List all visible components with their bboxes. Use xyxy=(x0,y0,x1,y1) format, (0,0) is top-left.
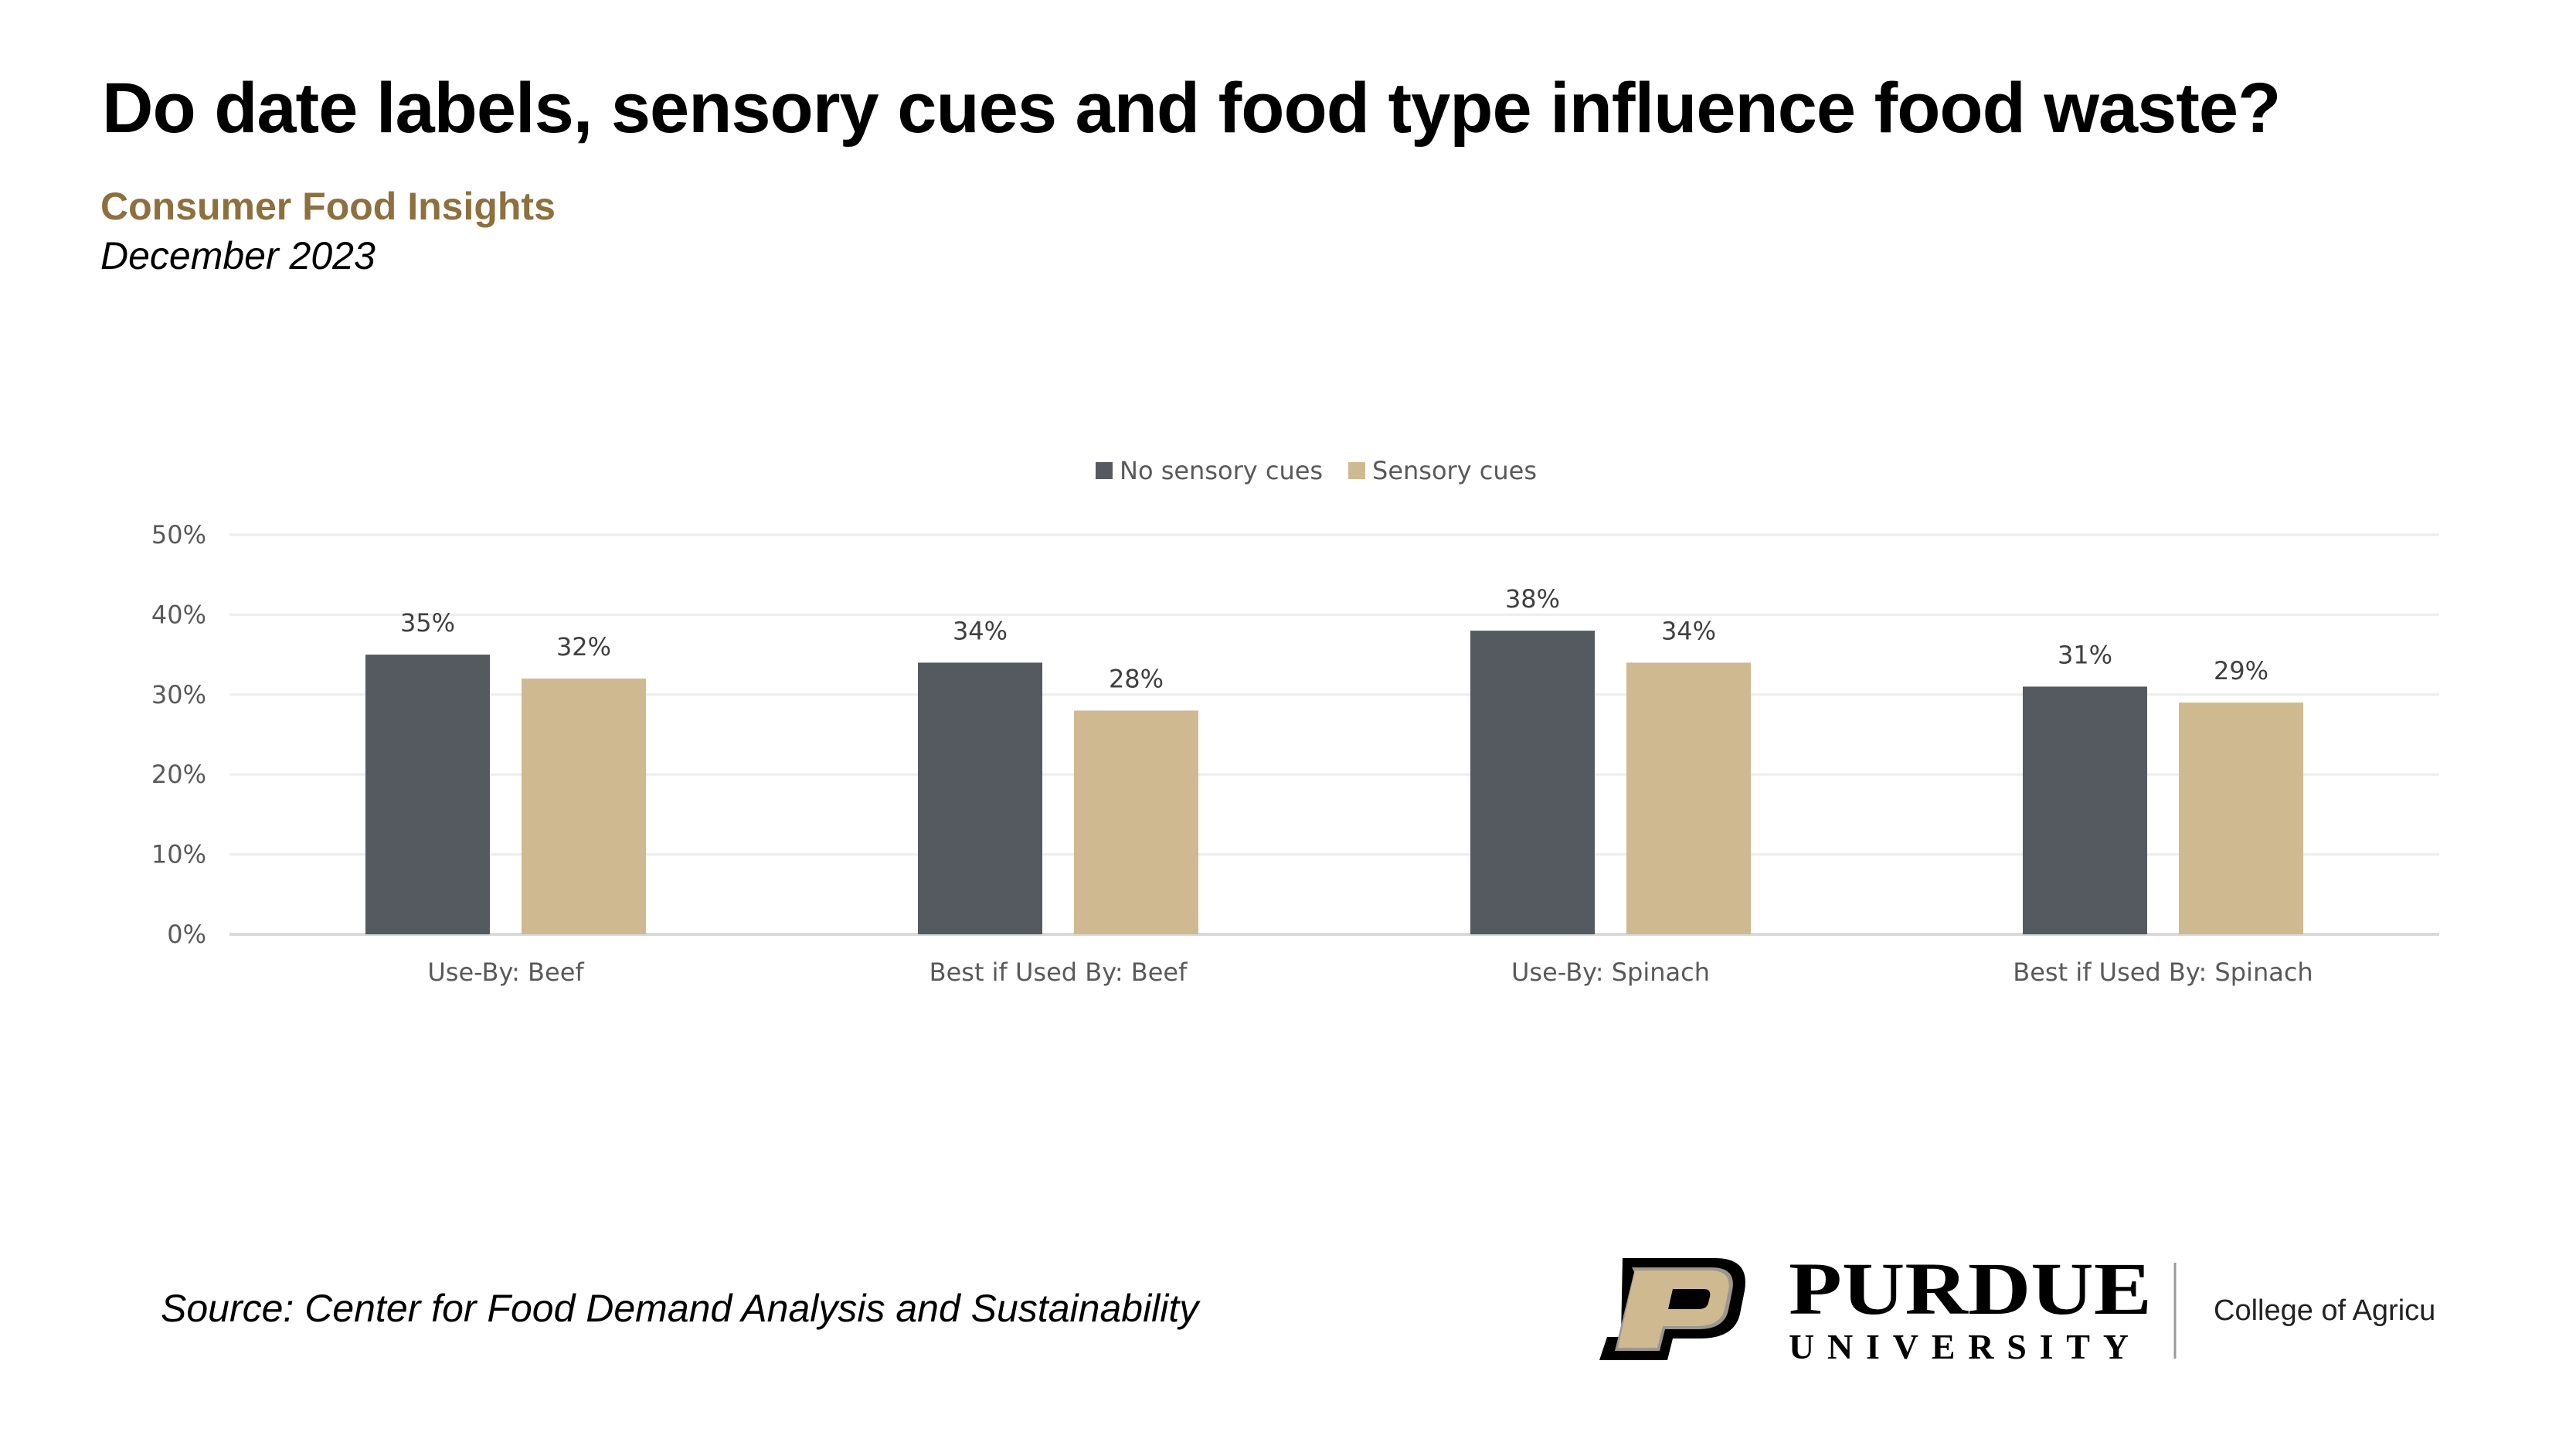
subtitle: Consumer Food Insights xyxy=(100,185,556,228)
y-tick-label: 0% xyxy=(167,920,206,949)
x-tick-label: Use-By: Spinach xyxy=(1511,957,1710,987)
logo-university-text: UNIVERSITY xyxy=(1789,1327,2129,1366)
y-tick-label: 10% xyxy=(151,840,206,869)
page-title: Do date labels, sensory cues and food ty… xyxy=(102,69,2281,148)
bar-no-sensory-cues xyxy=(365,655,490,934)
purdue-logo: PURDUE UNIVERSITY College of Agriculture xyxy=(1599,1252,2434,1366)
x-tick-label: Best if Used By: Spinach xyxy=(2013,957,2313,987)
date: December 2023 xyxy=(100,234,376,277)
bar-sensory-cues xyxy=(1626,662,1751,934)
data-label: 38% xyxy=(1505,584,1560,614)
x-tick-label: Use-By: Beef xyxy=(427,957,584,987)
bar-sensory-cues xyxy=(522,679,646,934)
data-label: 28% xyxy=(1109,664,1164,693)
data-label: 32% xyxy=(556,632,611,662)
legend-label: Sensory cues xyxy=(1372,456,1537,485)
bar-no-sensory-cues xyxy=(2023,686,2147,934)
y-tick-label: 20% xyxy=(151,760,206,789)
logo-purdue-text: PURDUE xyxy=(1789,1252,2152,1330)
data-label: 31% xyxy=(2058,640,2112,669)
bar-no-sensory-cues xyxy=(1470,631,1595,934)
y-tick-label: 50% xyxy=(151,520,206,549)
y-tick-label: 30% xyxy=(151,680,206,709)
legend-swatch xyxy=(1348,462,1365,479)
data-label: 35% xyxy=(400,608,455,638)
source-note: Source: Center for Food Demand Analysis … xyxy=(161,1287,1199,1330)
data-label: 34% xyxy=(953,616,1008,645)
purdue-p-icon xyxy=(1599,1258,1745,1360)
bar-no-sensory-cues xyxy=(918,662,1042,934)
legend-swatch xyxy=(1096,462,1113,479)
data-label: 29% xyxy=(2214,656,2268,685)
bar-sensory-cues xyxy=(2179,702,2303,934)
x-tick-label: Best if Used By: Beef xyxy=(929,957,1188,987)
legend-label: No sensory cues xyxy=(1120,456,1323,485)
college-label: College of Agriculture xyxy=(2214,1294,2434,1327)
data-label: 34% xyxy=(1661,616,1716,645)
bar-sensory-cues xyxy=(1074,710,1198,934)
y-tick-label: 40% xyxy=(151,600,206,629)
